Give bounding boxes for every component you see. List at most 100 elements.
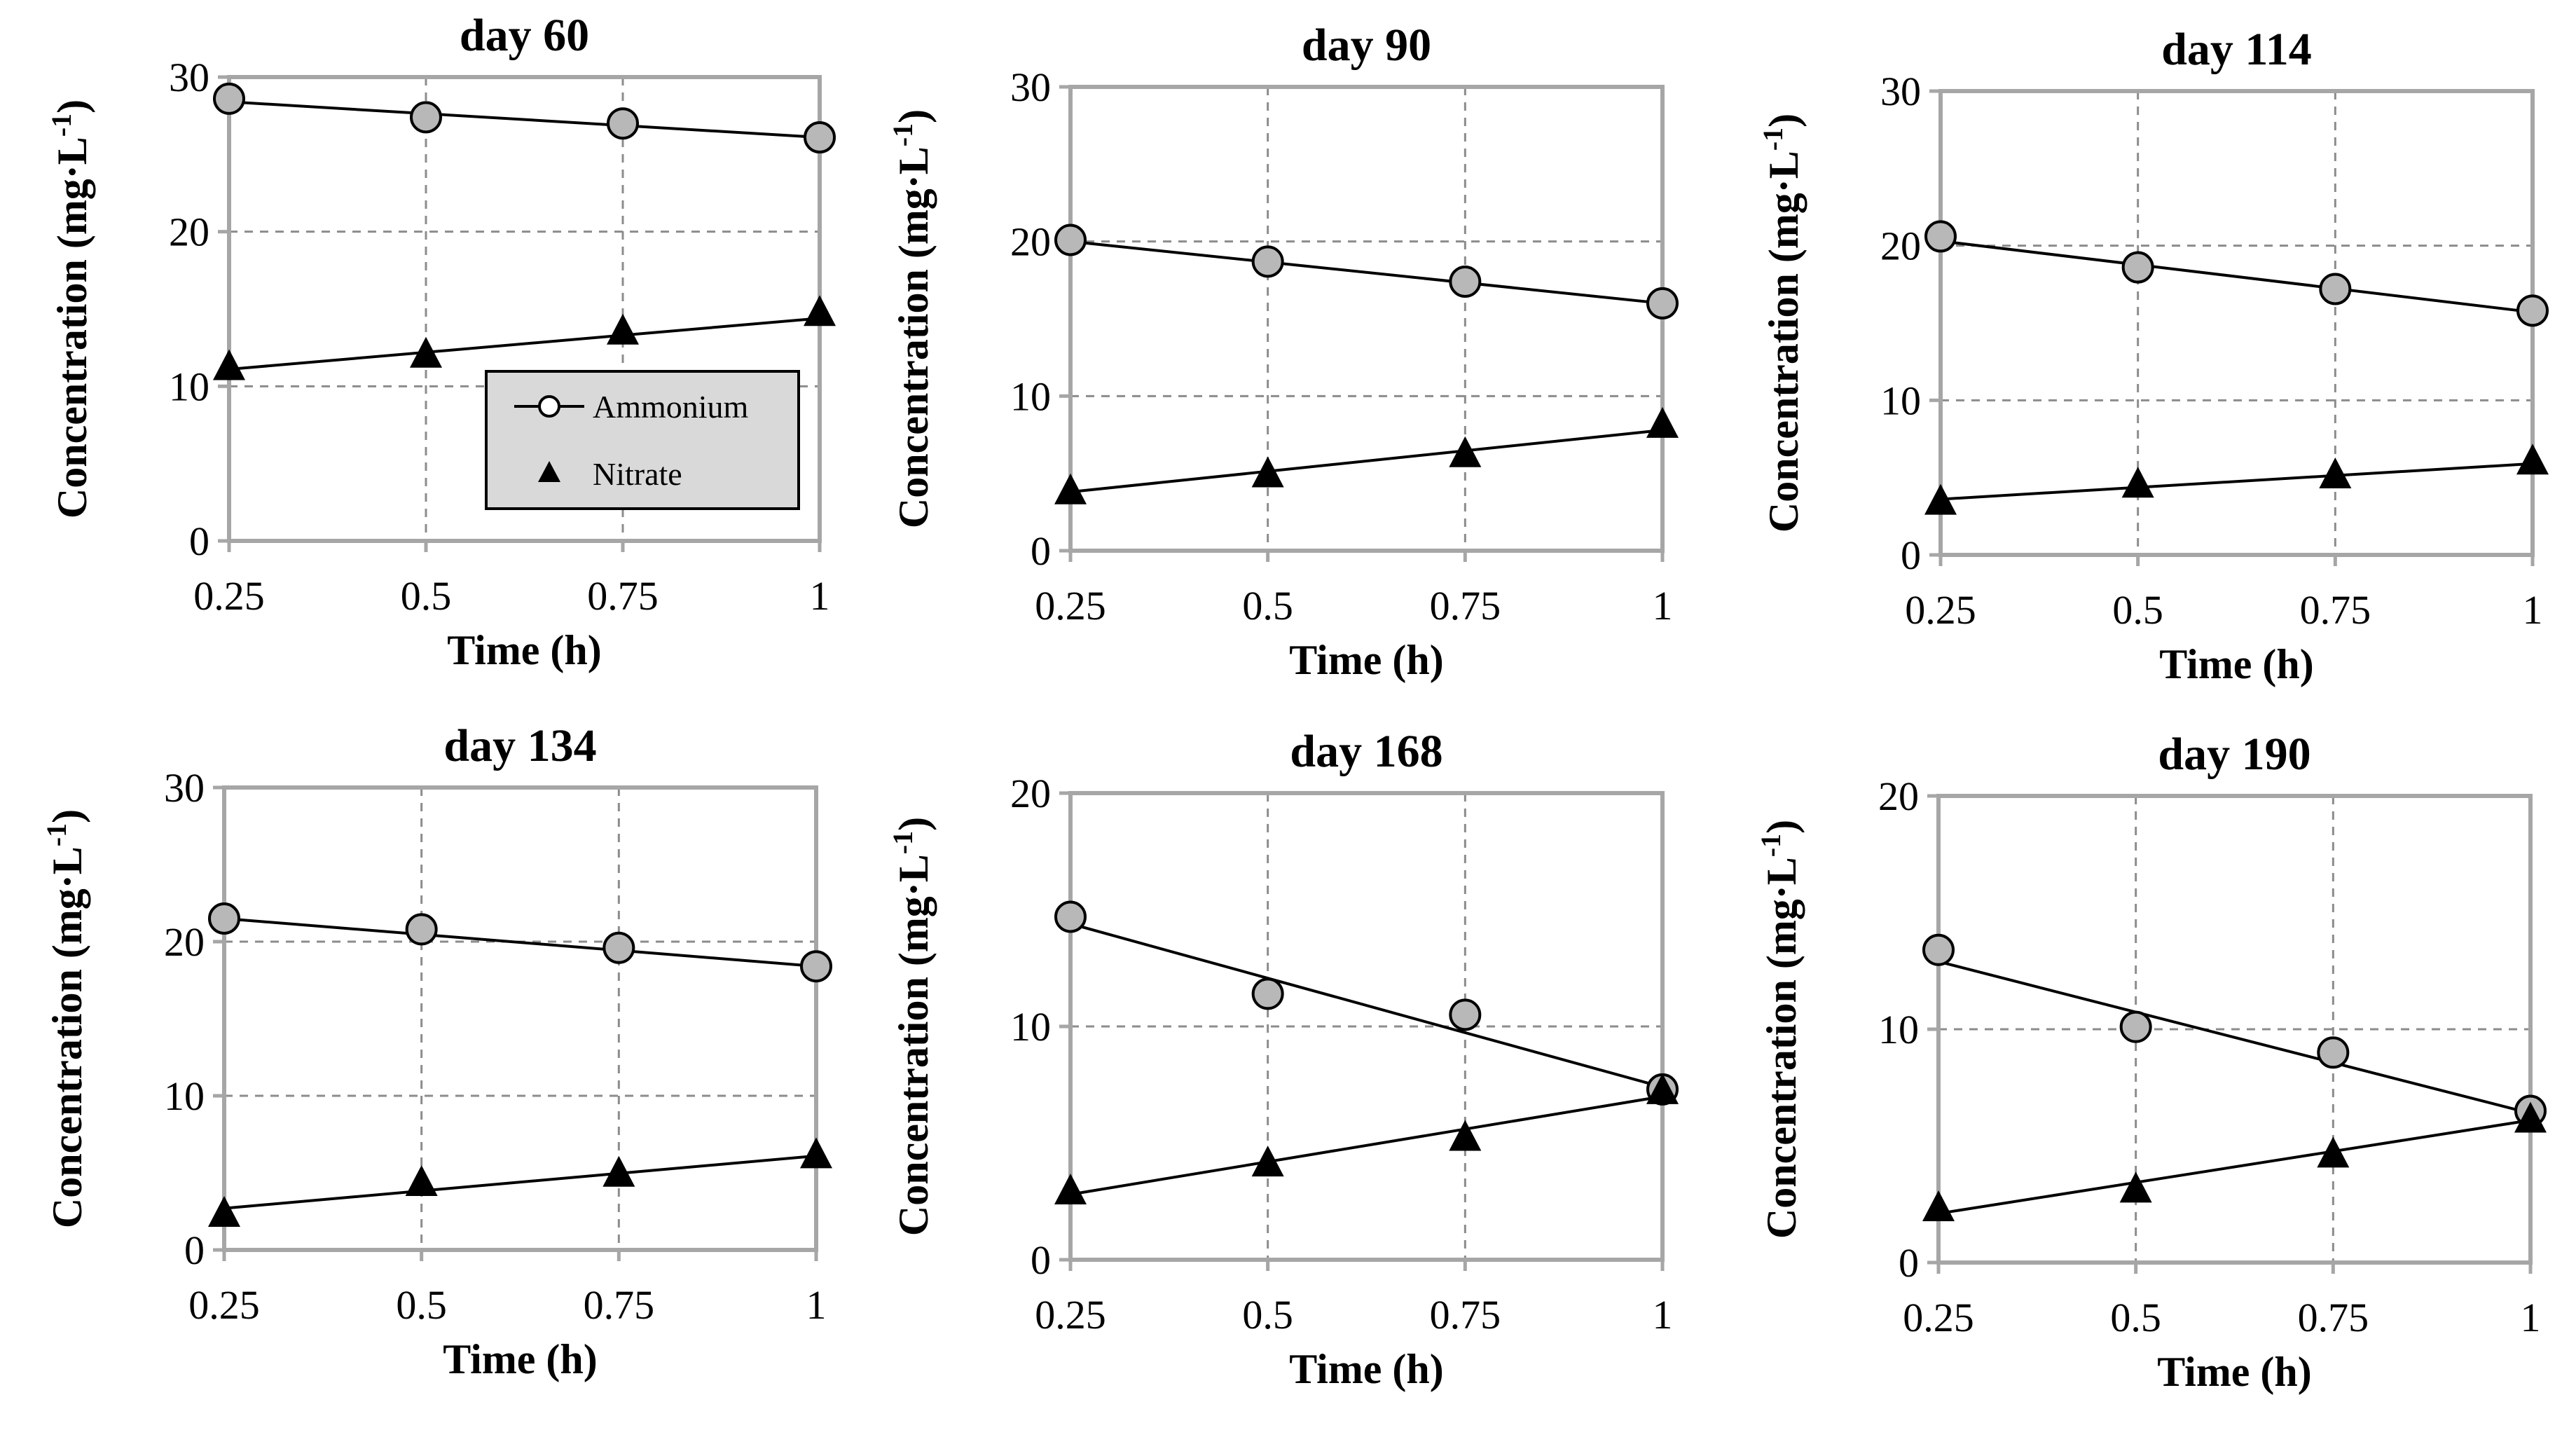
chart-panel: 0 10 20 30 0.25 0.5 0.75 1 day 114 Time (h) Concen… bbox=[1757, 24, 2549, 687]
x-tick-label: 0.5 bbox=[401, 573, 452, 619]
trend-line-nitrate bbox=[1070, 428, 1663, 494]
y-tick-label: 30 bbox=[1880, 69, 1921, 114]
plot-frame bbox=[1938, 89, 2535, 557]
data-point-nitrate bbox=[2514, 1101, 2547, 1133]
x-tick-label: 0.25 bbox=[193, 573, 265, 619]
chart-panel: 0 10 20 30 0.25 0.5 0.75 1 day 90 Time (h) Concent… bbox=[887, 20, 1679, 683]
data-point-nitrate bbox=[1449, 1120, 1482, 1151]
y-axis-label-superscript: -1 bbox=[1755, 834, 1786, 857]
data-point-ammonium bbox=[2516, 294, 2549, 327]
data-point-nitrate bbox=[800, 1137, 832, 1169]
y-tick-label: 20 bbox=[1010, 219, 1051, 265]
trend-line-ammonium bbox=[1938, 960, 2531, 1115]
y-axis-label: Concentration (mg·L-1) bbox=[1757, 114, 1807, 532]
y-tick-label: 30 bbox=[169, 55, 209, 100]
data-point-ammonium bbox=[2119, 1010, 2152, 1043]
data-point-ammonium bbox=[1922, 933, 1955, 966]
y-axis-label-superscript: -1 bbox=[41, 823, 72, 846]
trend-line-nitrate bbox=[1070, 1094, 1663, 1196]
data-point-nitrate bbox=[1924, 483, 1957, 515]
data-point-nitrate bbox=[804, 295, 836, 326]
data-point-ammonium bbox=[2319, 273, 2352, 305]
y-tick-label: 20 bbox=[164, 919, 205, 965]
data-point-nitrate bbox=[410, 336, 442, 368]
y-tick-label: 10 bbox=[164, 1073, 205, 1119]
trend-line-nitrate bbox=[1938, 1118, 2531, 1216]
x-tick-label: 0.75 bbox=[1430, 1292, 1501, 1338]
x-axis-label: Time (h) bbox=[1289, 1346, 1444, 1392]
y-tick-label: 0 bbox=[1901, 532, 1921, 578]
data-point-nitrate bbox=[2516, 444, 2549, 475]
x-tick-label: 0.75 bbox=[587, 573, 659, 619]
y-axis-label-main: Concentration (mg·L bbox=[1758, 857, 1805, 1239]
legend-nitrate-label: Nitrate bbox=[593, 456, 682, 492]
y-axis-label-close: ) bbox=[44, 809, 90, 823]
x-axis-label: Time (h) bbox=[2159, 641, 2314, 687]
trend-line-nitrate bbox=[228, 317, 820, 371]
y-axis-label-main: Concentration (mg·L bbox=[49, 137, 95, 518]
y-axis-label-superscript: -1 bbox=[1757, 128, 1789, 151]
y-axis-label-main: Concentration (mg·L bbox=[44, 846, 90, 1228]
data-point-ammonium bbox=[800, 950, 832, 983]
x-tick-label: 0.25 bbox=[1035, 583, 1106, 628]
data-point-nitrate bbox=[1449, 436, 1482, 467]
chart-title: day 190 bbox=[2158, 729, 2310, 780]
chart-title: day 114 bbox=[2161, 24, 2312, 75]
y-tick-label: 10 bbox=[1010, 373, 1051, 419]
trend-line-nitrate bbox=[223, 1154, 817, 1210]
y-tick-label: 30 bbox=[164, 765, 205, 811]
x-tick-label: 1 bbox=[2523, 587, 2543, 633]
y-axis-label-main: Concentration (mg·L bbox=[1761, 151, 1807, 532]
x-tick-label: 0.5 bbox=[396, 1282, 447, 1328]
chart-panel: 0 10 20 0.25 0.5 0.75 1 day 168 Time (h) Concentr… bbox=[887, 726, 1679, 1392]
x-tick-label: 0.5 bbox=[1242, 1292, 1293, 1338]
x-tick-label: 1 bbox=[810, 573, 830, 619]
data-point-ammonium bbox=[405, 913, 438, 946]
y-axis-label: Concentration (mg·L-1) bbox=[1755, 820, 1805, 1239]
x-tick-label: 1 bbox=[1653, 583, 1673, 628]
data-point-ammonium bbox=[1449, 266, 1482, 298]
y-tick-label: 20 bbox=[1878, 774, 1919, 819]
data-point-ammonium bbox=[1449, 998, 1482, 1031]
data-point-ammonium bbox=[602, 931, 635, 964]
x-tick-label: 0.5 bbox=[1242, 583, 1293, 628]
y-tick-label: 10 bbox=[1010, 1004, 1051, 1050]
chart-title: day 60 bbox=[460, 10, 589, 61]
y-axis-label: Concentration (mg·L-1) bbox=[41, 809, 90, 1228]
chart-panel: 0 10 20 30 0.25 0.5 0.75 1 day 60 Time (h) Concent… bbox=[46, 10, 836, 673]
x-tick-label: 0.75 bbox=[584, 1282, 655, 1328]
x-axis-label: Time (h) bbox=[1289, 637, 1444, 683]
data-point-ammonium bbox=[1924, 220, 1957, 253]
x-tick-label: 0.25 bbox=[1903, 1295, 1974, 1340]
trend-line-ammonium bbox=[1070, 240, 1663, 305]
data-point-ammonium bbox=[2121, 251, 2154, 284]
data-point-ammonium bbox=[1251, 245, 1284, 278]
y-axis-label-superscript: -1 bbox=[887, 831, 918, 854]
trend-line-ammonium bbox=[223, 917, 817, 968]
data-point-ammonium bbox=[1251, 977, 1284, 1010]
data-point-ammonium bbox=[804, 121, 836, 154]
legend-ammonium-label: Ammonium bbox=[593, 389, 749, 425]
data-point-nitrate bbox=[2119, 1171, 2152, 1203]
y-tick-label: 10 bbox=[1880, 378, 1921, 423]
y-axis-label: Concentration (mg·L-1) bbox=[887, 109, 937, 528]
data-point-ammonium bbox=[2317, 1036, 2350, 1069]
data-point-ammonium bbox=[1054, 224, 1087, 256]
data-point-ammonium bbox=[208, 902, 240, 935]
data-point-nitrate bbox=[2121, 467, 2154, 498]
data-point-ammonium bbox=[1054, 900, 1087, 933]
data-point-nitrate bbox=[1251, 1146, 1284, 1177]
chart-title: day 90 bbox=[1302, 20, 1431, 71]
y-tick-label: 20 bbox=[1880, 224, 1921, 269]
y-axis-label-close: ) bbox=[1758, 820, 1805, 834]
data-point-ammonium bbox=[213, 82, 245, 115]
data-point-nitrate bbox=[1646, 406, 1679, 438]
chart-panel: 0 10 20 30 0.25 0.5 0.75 1 day 134 Time (h) Concen… bbox=[41, 720, 832, 1382]
legend-box bbox=[485, 370, 800, 510]
y-tick-label: 0 bbox=[1899, 1240, 1919, 1286]
chart-title: day 168 bbox=[1290, 726, 1442, 777]
data-point-nitrate bbox=[602, 1155, 635, 1187]
y-axis-label-superscript: -1 bbox=[887, 123, 918, 146]
legend-ammonium-marker bbox=[538, 395, 560, 418]
